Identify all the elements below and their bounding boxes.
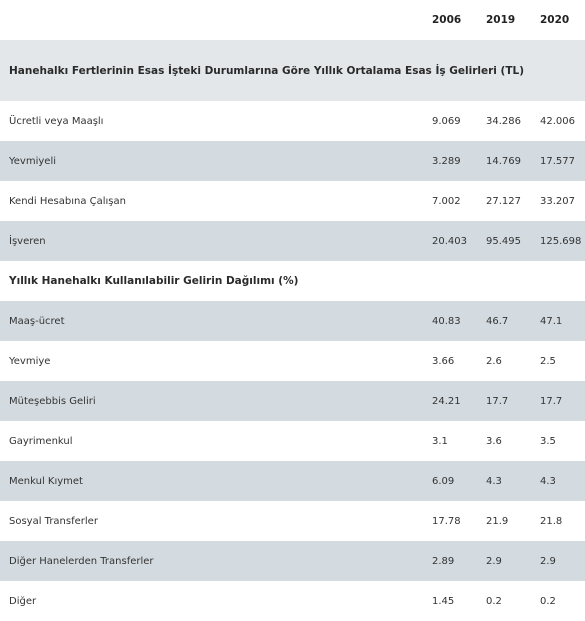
value-2006: 7.002 <box>432 195 461 207</box>
value-2019: 95.495 <box>486 235 521 247</box>
value-2006: 3.1 <box>432 435 448 447</box>
value-2020: 4.3 <box>540 475 556 487</box>
table-header-row: 2006 2019 2020 <box>0 0 585 40</box>
table-row: Gayrimenkul 3.1 3.6 3.5 <box>0 421 585 461</box>
value-2006: 6.09 <box>432 475 455 487</box>
value-2006: 40.83 <box>432 315 461 327</box>
value-2020: 21.8 <box>540 515 563 527</box>
value-2019: 27.127 <box>486 195 521 207</box>
value-2019: 14.769 <box>486 155 521 167</box>
value-2020: 0.2 <box>540 595 556 607</box>
value-2019: 46.7 <box>486 315 509 327</box>
row-label: İşveren <box>9 235 46 247</box>
value-2020: 3.5 <box>540 435 556 447</box>
value-2020: 42.006 <box>540 115 575 127</box>
value-2019: 3.6 <box>486 435 502 447</box>
header-label-cell <box>0 0 423 40</box>
table-row: İşveren 20.403 95.495 125.698 <box>0 221 585 261</box>
column-header-2019: 2019 <box>486 14 516 26</box>
table-row: Yevmiyeli 3.289 14.769 17.577 <box>0 141 585 181</box>
row-label: Ücretli veya Maaşlı <box>9 115 104 127</box>
value-2019: 4.3 <box>486 475 502 487</box>
row-label: Gayrimenkul <box>9 435 73 447</box>
value-2019: 17.7 <box>486 395 509 407</box>
table-row: Diğer Hanelerden Transferler 2.89 2.9 2.… <box>0 541 585 581</box>
row-label: Maaş-ücret <box>9 315 65 327</box>
table-row: Diğer 1.45 0.2 0.2 <box>0 581 585 621</box>
value-2019: 34.286 <box>486 115 521 127</box>
value-2020: 17.577 <box>540 155 575 167</box>
value-2020: 125.698 <box>540 235 582 247</box>
value-2006: 17.78 <box>432 515 461 527</box>
value-2006: 9.069 <box>432 115 461 127</box>
section-title: Hanehalkı Fertlerinin Esas İşteki Duruml… <box>9 64 524 77</box>
section-header-row: Yıllık Hanehalkı Kullanılabilir Gelirin … <box>0 261 585 301</box>
section-title: Yıllık Hanehalkı Kullanılabilir Gelirin … <box>9 275 299 287</box>
table-row: Menkul Kıymet 6.09 4.3 4.3 <box>0 461 585 501</box>
value-2019: 0.2 <box>486 595 502 607</box>
table-row: Yevmiye 3.66 2.6 2.5 <box>0 341 585 381</box>
column-header-2006: 2006 <box>432 14 462 26</box>
row-label: Yevmiyeli <box>9 155 56 167</box>
table-row: Maaş-ücret 40.83 46.7 47.1 <box>0 301 585 341</box>
column-header-2020: 2020 <box>540 14 570 26</box>
table-row: Sosyal Transferler 17.78 21.9 21.8 <box>0 501 585 541</box>
value-2006: 20.403 <box>432 235 467 247</box>
value-2020: 2.9 <box>540 555 556 567</box>
value-2019: 2.9 <box>486 555 502 567</box>
value-2006: 3.66 <box>432 355 455 367</box>
value-2006: 2.89 <box>432 555 455 567</box>
section-header-row: Hanehalkı Fertlerinin Esas İşteki Duruml… <box>0 40 585 101</box>
value-2019: 21.9 <box>486 515 509 527</box>
value-2006: 3.289 <box>432 155 461 167</box>
table-row: Ücretli veya Maaşlı 9.069 34.286 42.006 <box>0 101 585 141</box>
value-2006: 1.45 <box>432 595 455 607</box>
table-row: Müteşebbis Geliri 24.21 17.7 17.7 <box>0 381 585 421</box>
row-label: Diğer Hanelerden Transferler <box>9 555 154 567</box>
row-label: Menkul Kıymet <box>9 475 83 487</box>
row-label: Kendi Hesabına Çalışan <box>9 195 126 207</box>
value-2020: 17.7 <box>540 395 563 407</box>
value-2019: 2.6 <box>486 355 502 367</box>
table-row: Kendi Hesabına Çalışan 7.002 27.127 33.2… <box>0 181 585 221</box>
row-label: Diğer <box>9 595 37 607</box>
row-label: Sosyal Transferler <box>9 515 98 527</box>
value-2020: 33.207 <box>540 195 575 207</box>
value-2020: 47.1 <box>540 315 563 327</box>
row-label: Yevmiye <box>9 355 51 367</box>
value-2006: 24.21 <box>432 395 461 407</box>
row-label: Müteşebbis Geliri <box>9 395 96 407</box>
value-2020: 2.5 <box>540 355 556 367</box>
